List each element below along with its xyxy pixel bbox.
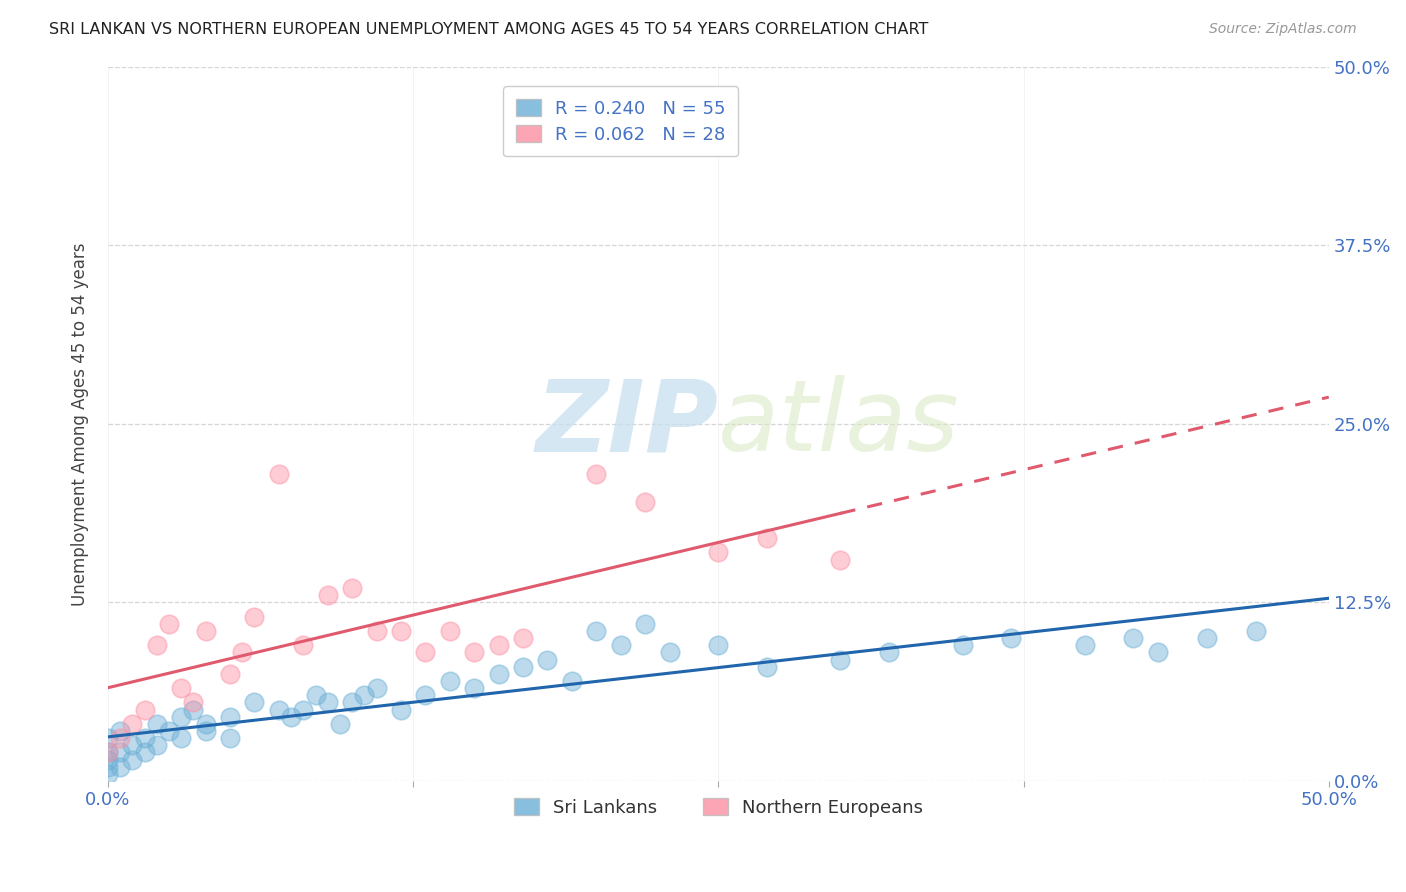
- Point: [512, 631, 534, 645]
- Point: [170, 681, 193, 695]
- Point: [389, 624, 412, 638]
- Text: atlas: atlas: [718, 376, 960, 472]
- Point: [157, 723, 180, 738]
- Point: [194, 716, 217, 731]
- Point: [146, 739, 169, 753]
- Text: Source: ZipAtlas.com: Source: ZipAtlas.com: [1209, 22, 1357, 37]
- Point: [121, 753, 143, 767]
- Point: [634, 495, 657, 509]
- Point: [219, 709, 242, 723]
- Point: [830, 552, 852, 566]
- Point: [292, 638, 315, 652]
- Point: [707, 545, 730, 559]
- Point: [1244, 624, 1267, 638]
- Point: [292, 702, 315, 716]
- Point: [146, 716, 169, 731]
- Point: [97, 746, 120, 760]
- Point: [877, 645, 900, 659]
- Point: [304, 688, 326, 702]
- Point: [194, 624, 217, 638]
- Point: [97, 753, 120, 767]
- Text: ZIP: ZIP: [536, 376, 718, 472]
- Point: [536, 652, 558, 666]
- Point: [463, 681, 485, 695]
- Point: [243, 695, 266, 709]
- Point: [488, 666, 510, 681]
- Point: [1147, 645, 1170, 659]
- Point: [634, 616, 657, 631]
- Point: [219, 731, 242, 746]
- Point: [134, 731, 156, 746]
- Point: [134, 702, 156, 716]
- Point: [756, 531, 779, 545]
- Point: [97, 767, 120, 781]
- Point: [121, 739, 143, 753]
- Point: [707, 638, 730, 652]
- Point: [415, 688, 437, 702]
- Point: [316, 695, 339, 709]
- Point: [121, 716, 143, 731]
- Point: [366, 681, 388, 695]
- Legend: Sri Lankans, Northern Europeans: Sri Lankans, Northern Europeans: [505, 789, 932, 826]
- Point: [1122, 631, 1144, 645]
- Point: [267, 467, 290, 481]
- Point: [170, 731, 193, 746]
- Point: [415, 645, 437, 659]
- Point: [658, 645, 681, 659]
- Point: [316, 588, 339, 602]
- Point: [97, 746, 120, 760]
- Point: [219, 666, 242, 681]
- Point: [353, 688, 375, 702]
- Text: SRI LANKAN VS NORTHERN EUROPEAN UNEMPLOYMENT AMONG AGES 45 TO 54 YEARS CORRELATI: SRI LANKAN VS NORTHERN EUROPEAN UNEMPLOY…: [49, 22, 928, 37]
- Point: [1073, 638, 1095, 652]
- Point: [267, 702, 290, 716]
- Point: [1000, 631, 1022, 645]
- Point: [183, 702, 205, 716]
- Point: [97, 731, 120, 746]
- Point: [280, 709, 302, 723]
- Point: [952, 638, 974, 652]
- Point: [183, 695, 205, 709]
- Point: [585, 467, 607, 481]
- Point: [512, 659, 534, 673]
- Point: [108, 760, 131, 774]
- Point: [561, 673, 583, 688]
- Point: [366, 624, 388, 638]
- Y-axis label: Unemployment Among Ages 45 to 54 years: Unemployment Among Ages 45 to 54 years: [72, 242, 89, 606]
- Point: [231, 645, 253, 659]
- Point: [108, 723, 131, 738]
- Point: [157, 616, 180, 631]
- Point: [830, 652, 852, 666]
- Point: [170, 709, 193, 723]
- Point: [134, 746, 156, 760]
- Point: [329, 716, 352, 731]
- Point: [439, 624, 461, 638]
- Point: [108, 731, 131, 746]
- Point: [389, 702, 412, 716]
- Point: [1195, 631, 1218, 645]
- Point: [488, 638, 510, 652]
- Point: [108, 746, 131, 760]
- Point: [756, 659, 779, 673]
- Point: [609, 638, 631, 652]
- Point: [585, 624, 607, 638]
- Point: [463, 645, 485, 659]
- Point: [97, 760, 120, 774]
- Point: [194, 723, 217, 738]
- Point: [340, 581, 363, 595]
- Point: [146, 638, 169, 652]
- Point: [243, 609, 266, 624]
- Point: [340, 695, 363, 709]
- Point: [439, 673, 461, 688]
